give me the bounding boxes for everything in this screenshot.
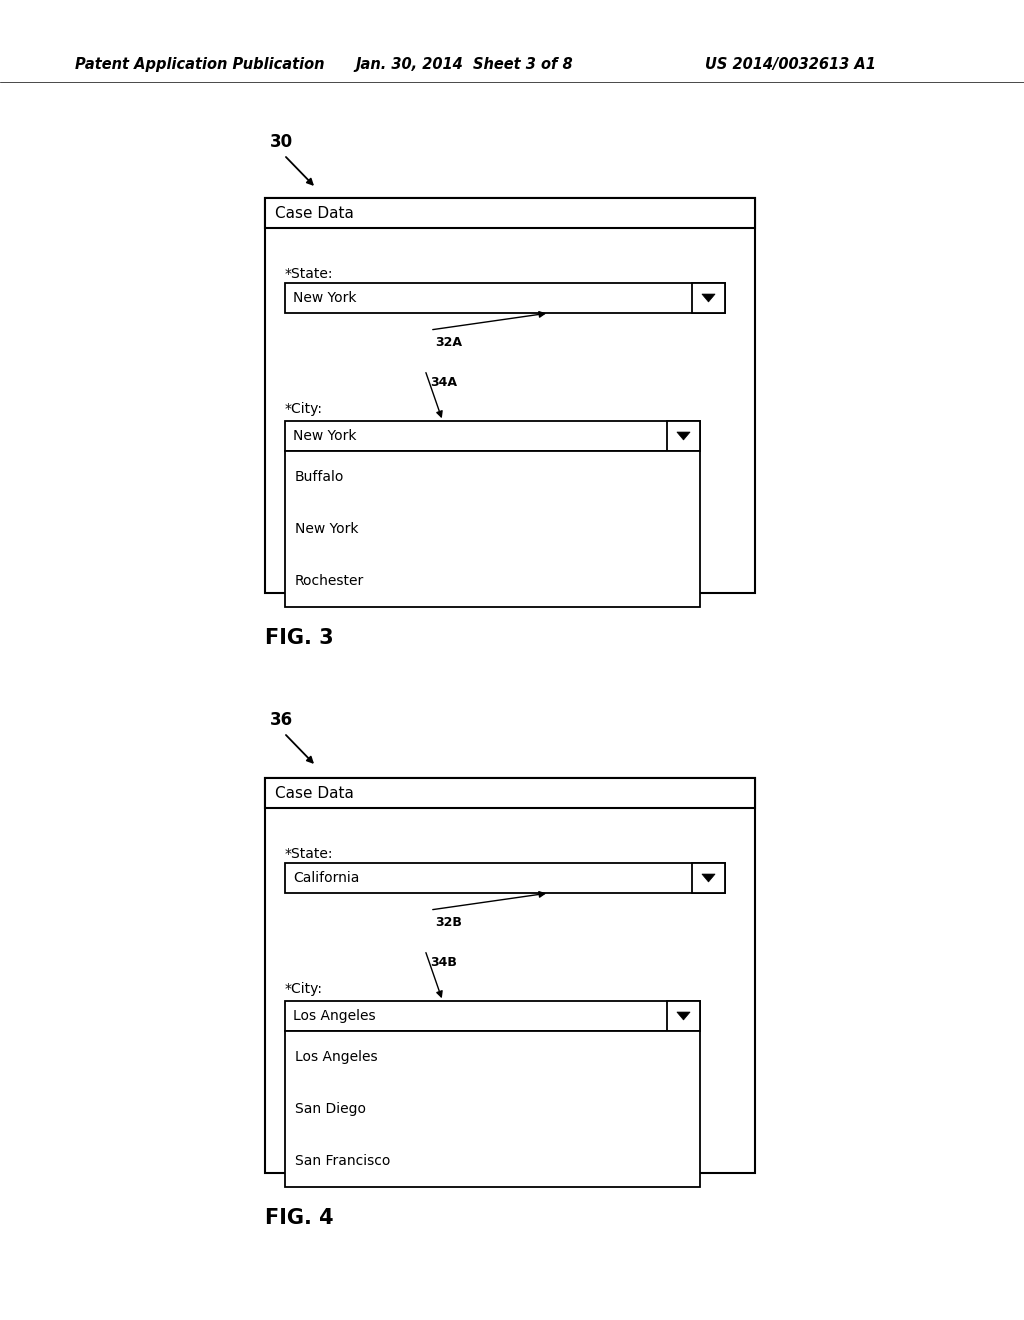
Bar bbox=[692, 863, 725, 894]
Text: Los Angeles: Los Angeles bbox=[293, 1008, 376, 1023]
Polygon shape bbox=[701, 874, 715, 882]
Text: New York: New York bbox=[293, 429, 356, 444]
Text: Buffalo: Buffalo bbox=[295, 470, 344, 484]
Text: Los Angeles: Los Angeles bbox=[295, 1049, 378, 1064]
Bar bbox=[265, 198, 755, 228]
Bar bbox=[667, 1001, 700, 1031]
Bar bbox=[285, 421, 700, 451]
Bar bbox=[285, 1001, 700, 1031]
Polygon shape bbox=[677, 432, 690, 440]
Text: *City:: *City: bbox=[285, 403, 323, 416]
Bar bbox=[265, 198, 755, 593]
Bar bbox=[285, 451, 700, 607]
Text: *City:: *City: bbox=[285, 982, 323, 997]
Bar bbox=[692, 282, 725, 313]
Text: San Francisco: San Francisco bbox=[295, 1154, 390, 1168]
Bar bbox=[667, 421, 700, 451]
Text: 34A: 34A bbox=[430, 376, 457, 389]
Text: *State:: *State: bbox=[285, 847, 334, 861]
Bar bbox=[265, 777, 755, 1173]
Text: San Diego: San Diego bbox=[295, 1102, 366, 1115]
Text: 30: 30 bbox=[270, 133, 293, 150]
Text: California: California bbox=[293, 871, 359, 884]
Text: Patent Application Publication: Patent Application Publication bbox=[75, 58, 325, 73]
Bar bbox=[265, 777, 755, 808]
Text: FIG. 4: FIG. 4 bbox=[265, 1208, 334, 1228]
Polygon shape bbox=[677, 1012, 690, 1020]
Polygon shape bbox=[701, 294, 715, 302]
Bar bbox=[285, 282, 725, 313]
Text: New York: New York bbox=[293, 290, 356, 305]
Bar bbox=[285, 1031, 700, 1187]
Text: 32B: 32B bbox=[435, 916, 462, 929]
Text: FIG. 3: FIG. 3 bbox=[265, 628, 334, 648]
Text: Jan. 30, 2014  Sheet 3 of 8: Jan. 30, 2014 Sheet 3 of 8 bbox=[355, 58, 572, 73]
Text: 36: 36 bbox=[270, 711, 293, 729]
Text: Case Data: Case Data bbox=[275, 785, 354, 800]
Text: US 2014/0032613 A1: US 2014/0032613 A1 bbox=[705, 58, 876, 73]
Text: 34B: 34B bbox=[430, 957, 457, 969]
Text: New York: New York bbox=[295, 521, 358, 536]
Text: Case Data: Case Data bbox=[275, 206, 354, 220]
Text: Rochester: Rochester bbox=[295, 574, 365, 587]
Text: *State:: *State: bbox=[285, 267, 334, 281]
Bar bbox=[285, 863, 725, 894]
Text: 32A: 32A bbox=[435, 337, 462, 350]
